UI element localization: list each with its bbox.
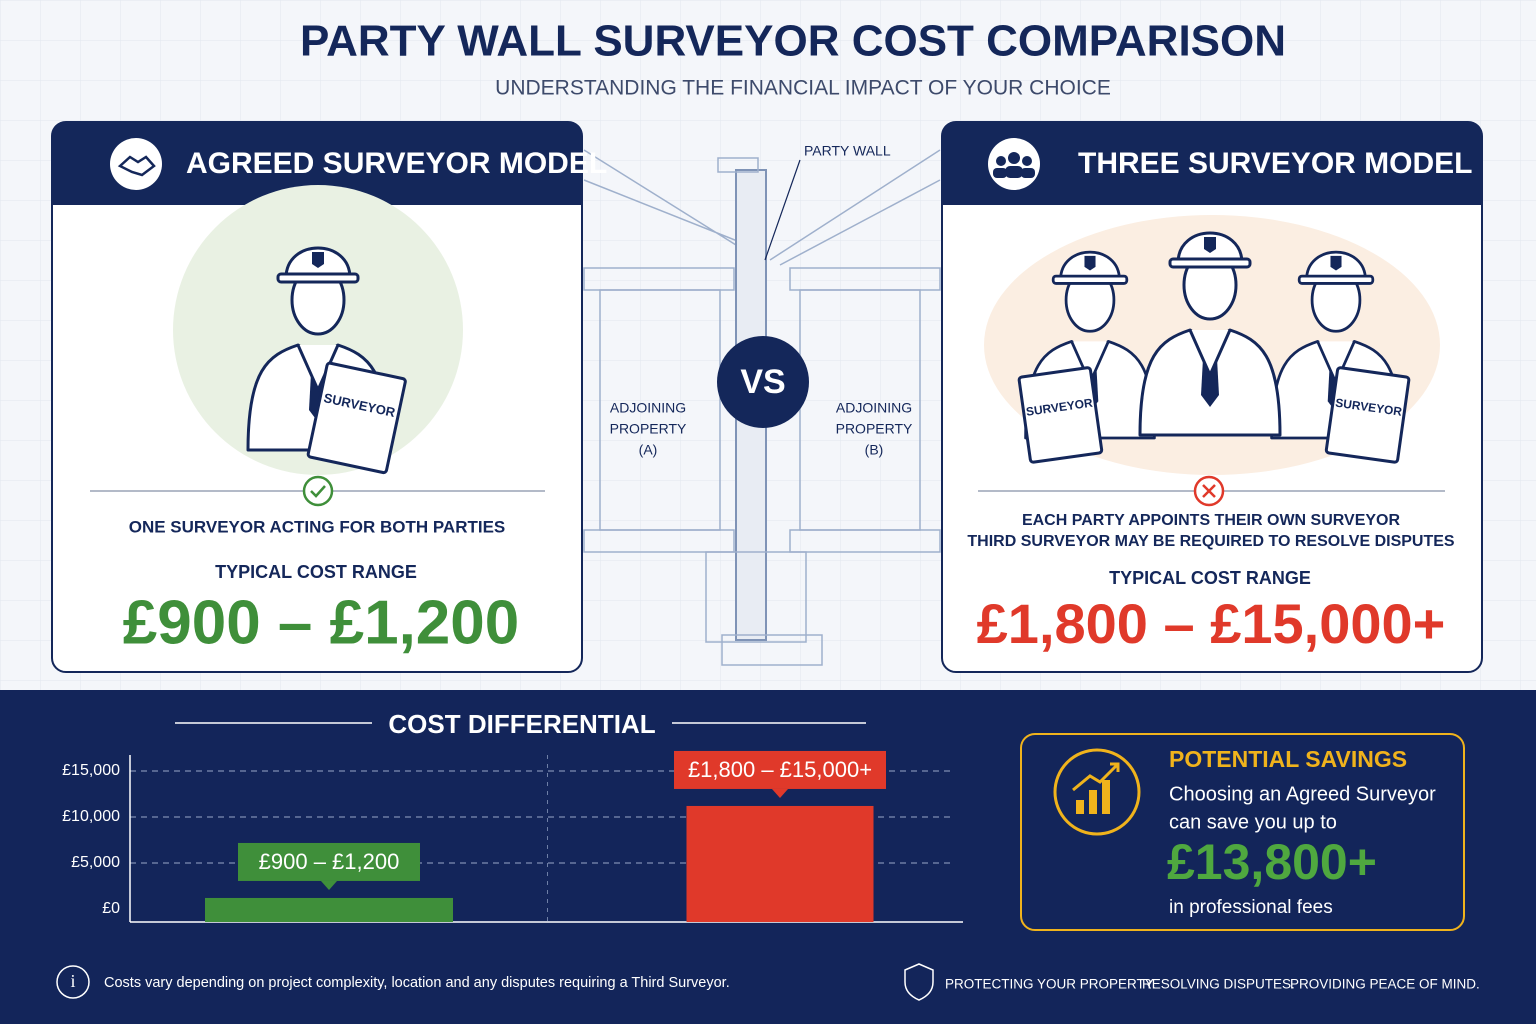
bar	[205, 897, 453, 922]
tagline: PROTECTING YOUR PROPERTY.	[945, 977, 1156, 992]
card-description: EACH PARTY APPOINTS THEIR OWN SURVEYOR	[1022, 512, 1401, 529]
property-a-label: PROPERTY	[610, 421, 687, 437]
property-b-label: (B)	[865, 442, 884, 458]
y-tick-label: £10,000	[62, 808, 120, 825]
bar-annotation-pointer	[772, 788, 788, 798]
chart: £0 £5,000 £10,000 £15,000 £900 – £1,200 £1,80…	[62, 750, 963, 923]
cost-range: £900 – £1,200	[123, 588, 520, 657]
y-tick-label: £5,000	[71, 854, 120, 871]
savings-title: POTENTIAL SAVINGS	[1169, 746, 1407, 772]
agreed-card: AGREED SURVEYOR MODEL SURVEYOR ONE SURVE…	[51, 121, 607, 673]
tagline: RESOLVING DISPUTES.	[1142, 977, 1295, 992]
property-a-label: (A)	[639, 442, 658, 458]
property-a-label: ADJOINING	[610, 400, 686, 416]
vs-label: VS	[740, 363, 785, 401]
cost-label: TYPICAL COST RANGE	[215, 562, 417, 582]
cost-label: TYPICAL COST RANGE	[1109, 568, 1311, 588]
bar-annotation: £900 – £1,200	[259, 849, 400, 874]
bar-annotation-box	[238, 842, 420, 881]
three-surveyor-card: THREE SURVEYOR MODEL SURVEYOR SURVEYOR E…	[941, 121, 1483, 673]
card-title: AGREED SURVEYOR MODEL	[186, 147, 607, 180]
y-tick-label: £0	[102, 900, 120, 917]
savings-amount: £13,800+	[1167, 834, 1377, 890]
tagline: PROVIDING PEACE OF MIND.	[1290, 977, 1480, 992]
property-b-label: PROPERTY	[836, 421, 913, 437]
property-b-label: ADJOINING	[836, 400, 912, 416]
cost-range: £1,800 – £15,000+	[977, 592, 1446, 655]
bar-annotation-box	[674, 750, 886, 789]
savings-text: can save you up to	[1169, 811, 1337, 833]
savings-note: in professional fees	[1169, 897, 1333, 918]
page-subtitle: UNDERSTANDING THE FINANCIAL IMPACT OF YO…	[495, 77, 1111, 100]
card-title: THREE SURVEYOR MODEL	[1078, 147, 1473, 180]
info-icon	[56, 965, 90, 999]
y-tick-label: £15,000	[62, 762, 120, 779]
bar-annotation-pointer	[321, 880, 337, 890]
savings-text: Choosing an Agreed Surveyor	[1169, 783, 1436, 805]
chart-title: COST DIFFERENTIAL	[388, 709, 655, 739]
shield-icon	[904, 963, 934, 1001]
party-wall-diagram: PARTY WALL ADJOINING PROPERTY (A) ADJOIN…	[583, 143, 941, 666]
footer-note: Costs vary depending on project complexi…	[104, 975, 730, 991]
card-description: THIRD SURVEYOR MAY BE REQUIRED TO RESOLV…	[967, 533, 1455, 550]
savings-box: POTENTIAL SAVINGS Choosing an Agreed Sur…	[1020, 733, 1465, 931]
card-description: ONE SURVEYOR ACTING FOR BOTH PARTIES	[129, 517, 506, 536]
bar	[686, 805, 874, 922]
page-title: PARTY WALL SURVEYOR COST COMPARISON	[300, 17, 1286, 66]
info-icon-glyph: i	[70, 971, 75, 991]
bar-annotation: £1,800 – £15,000+	[688, 757, 872, 782]
party-wall-label: PARTY WALL	[804, 143, 891, 159]
